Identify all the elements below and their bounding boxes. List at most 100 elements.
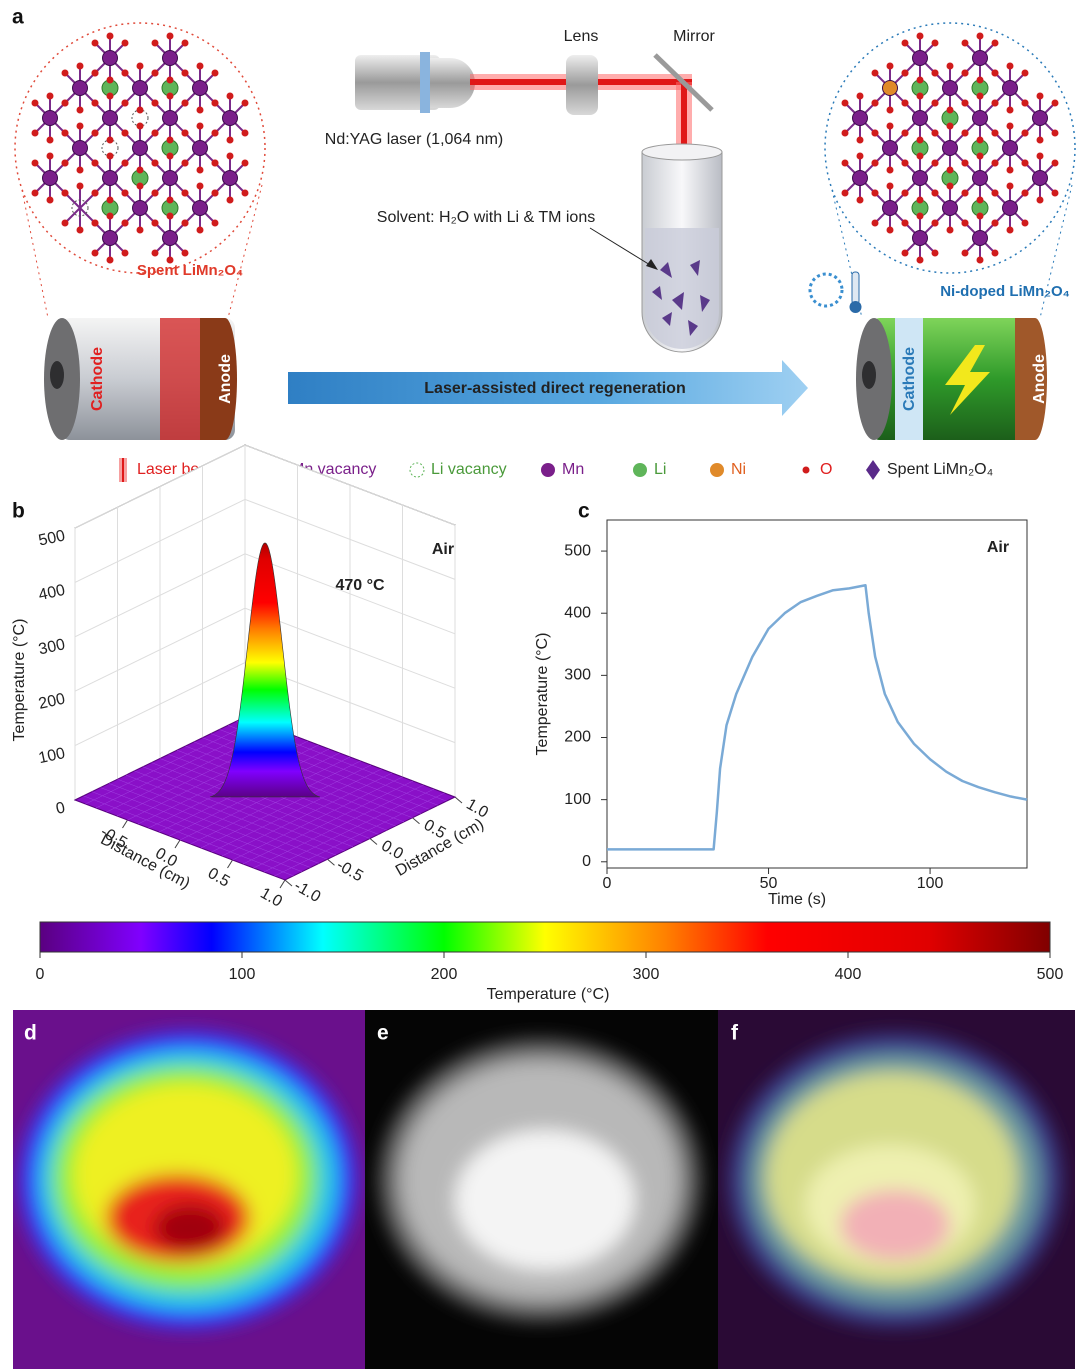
y-tick-label: -0.5: [333, 857, 365, 886]
o-atom: [947, 227, 954, 234]
crystal-structure: [32, 33, 249, 264]
o-atom: [902, 40, 909, 47]
o-atom: [167, 93, 174, 100]
o-atom: [167, 33, 174, 40]
o-atom: [197, 167, 204, 174]
glow: [380, 1040, 700, 1320]
label: Nd:YAG laser (1,064 nm): [325, 131, 503, 148]
y-tick-label: -1.0: [291, 878, 323, 907]
o-atom: [842, 100, 849, 107]
o-atom: [227, 153, 234, 160]
o-atom: [152, 130, 159, 137]
o-atom: [1037, 137, 1044, 144]
o-atom: [1052, 160, 1059, 167]
o-atom: [932, 190, 939, 197]
o-atom: [992, 130, 999, 137]
mn-atom: [1003, 81, 1018, 96]
y-tick-label: 400: [564, 604, 591, 621]
legend-icon: [710, 463, 724, 477]
z-axis-title: Temperature (°C): [11, 619, 28, 742]
thermometer: [852, 272, 859, 304]
z-tick-label: 400: [37, 582, 67, 604]
o-atom: [107, 137, 114, 144]
o-atom: [212, 160, 219, 167]
o-atom: [857, 197, 864, 204]
x-axis-title: Distance (cm): [98, 831, 193, 892]
o-atom: [977, 93, 984, 100]
mn-atom: [73, 141, 88, 156]
crystal-structure: [842, 33, 1059, 264]
battery-terminal: [50, 361, 64, 389]
o-atom: [1052, 190, 1059, 197]
mn-atom: [913, 111, 928, 126]
o-atom: [122, 100, 129, 107]
surface-chart: b0100200300400500-0.50.00.51.0-1.0-0.50.…: [11, 445, 491, 911]
o-atom: [182, 70, 189, 77]
panel-label: c: [578, 500, 590, 523]
o-atom: [197, 123, 204, 130]
o-atom: [122, 160, 129, 167]
o-atom: [182, 190, 189, 197]
legend-label: Spent LiMn₂O₄: [887, 461, 993, 478]
o-atom: [242, 130, 249, 137]
mn-atom: [133, 141, 148, 156]
o-atom: [77, 107, 84, 114]
zoom-line: [228, 185, 262, 318]
label: Cathode: [901, 347, 918, 411]
mn-atom: [883, 141, 898, 156]
o-atom: [77, 183, 84, 190]
legend-label: Li vacancy: [431, 461, 507, 478]
legend-icon: [633, 463, 647, 477]
o-atom: [92, 100, 99, 107]
o-atom: [962, 70, 969, 77]
zoom-line: [22, 190, 48, 318]
mn-atom: [163, 231, 178, 246]
optical-image: [365, 1010, 718, 1369]
o-atom: [962, 190, 969, 197]
mn-atom: [103, 171, 118, 186]
mn-atom: [943, 81, 958, 96]
mn-atom: [913, 171, 928, 186]
tick: [328, 859, 335, 865]
o-atom: [992, 100, 999, 107]
o-atom: [1007, 123, 1014, 130]
y-tick-label: 100: [564, 791, 591, 808]
o-atom: [167, 137, 174, 144]
o-atom: [137, 183, 144, 190]
o-atom: [887, 63, 894, 70]
y-tick-label: 300: [564, 667, 591, 684]
z-tick-label: 500: [37, 527, 67, 549]
o-atom: [977, 197, 984, 204]
o-atom: [62, 160, 69, 167]
o-atom: [107, 213, 114, 220]
o-atom: [77, 123, 84, 130]
mn-atom: [943, 201, 958, 216]
legend-label: O: [820, 461, 832, 478]
o-atom: [1007, 183, 1014, 190]
o-atom: [887, 167, 894, 174]
o-atom: [122, 70, 129, 77]
label: Ni-doped LiMn₂O₄: [940, 283, 1070, 300]
legend-label: Ni: [731, 461, 746, 478]
o-atom: [107, 197, 114, 204]
overlay: [729, 1034, 1061, 1326]
mn-atom: [853, 111, 868, 126]
o-atom: [152, 190, 159, 197]
o-atom: [62, 100, 69, 107]
label: Anode: [217, 354, 234, 404]
o-atom: [1052, 130, 1059, 137]
colorbar-tick-label: 500: [1037, 966, 1064, 983]
body: a Lens Mirror Nd:YAG laser (1,064 nm) So…: [0, 0, 1081, 1369]
o-atom: [977, 77, 984, 84]
label: Spent LiMn₂O₄: [137, 262, 243, 279]
o-atom: [122, 130, 129, 137]
z-tick-label: 0: [54, 799, 66, 818]
o-atom: [962, 250, 969, 257]
o-atom: [107, 153, 114, 160]
colorbar-title: Temperature (°C): [487, 986, 610, 1003]
o-atom: [167, 197, 174, 204]
tick: [123, 820, 128, 828]
x-tick-label: 0: [603, 875, 612, 892]
o-atom: [107, 93, 114, 100]
thermometer-bulb: [850, 301, 862, 313]
